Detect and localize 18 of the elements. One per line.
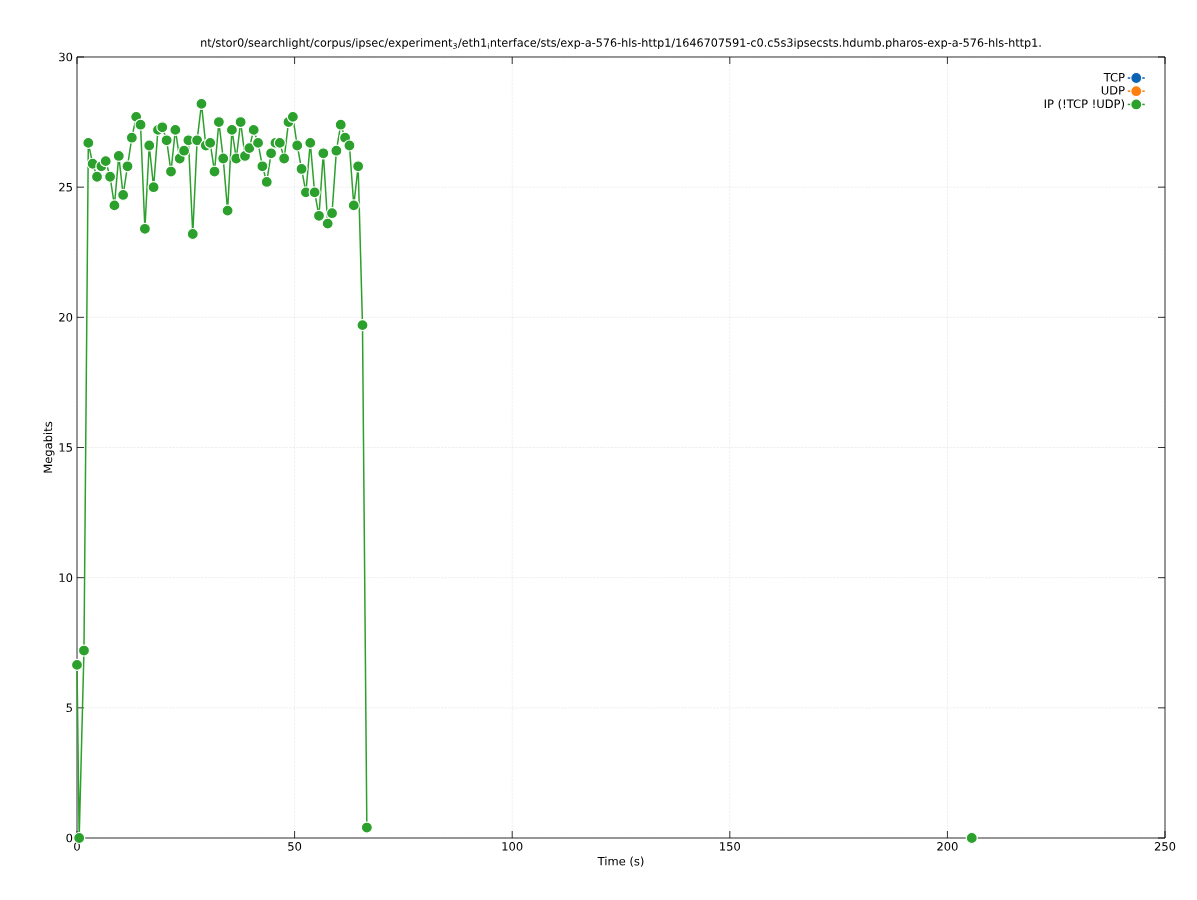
y-tick-label: 25 [59,182,72,192]
x-tick-label: 250 [1154,842,1176,851]
x-tick-label: 200 [937,842,958,851]
x-tick-label: 150 [720,842,740,851]
y-tick-label: 20 [59,312,73,322]
y-tick-label: 15 [59,443,72,452]
legend-label: TCP [1103,72,1125,82]
legend-label: IP (!TCP !UDP) [1044,99,1125,110]
chart-title: nt/stor0/searchlight/corpus/ipsec/experiment$_{3}$/eth1$_{i}$nterface/sts/exp-a-576-hls-http1/1646707591-c0.c5s3ipsecsts.hdumb.pharos-exp-a-576-hls-http1. [201,38,1041,49]
y-tick-label: 30 [59,52,73,62]
x-tick-label: 50 [288,842,302,851]
y-axis-title: Megabits [43,421,55,473]
x-axis-title: Time (s) [597,856,644,867]
x-tick-label: 100 [502,842,523,851]
y-tick-label: 5 [66,703,72,713]
y-tick-label: 10 [59,573,73,583]
legend-label: UDP [1101,86,1125,95]
y-tick-label: 0 [66,833,73,843]
